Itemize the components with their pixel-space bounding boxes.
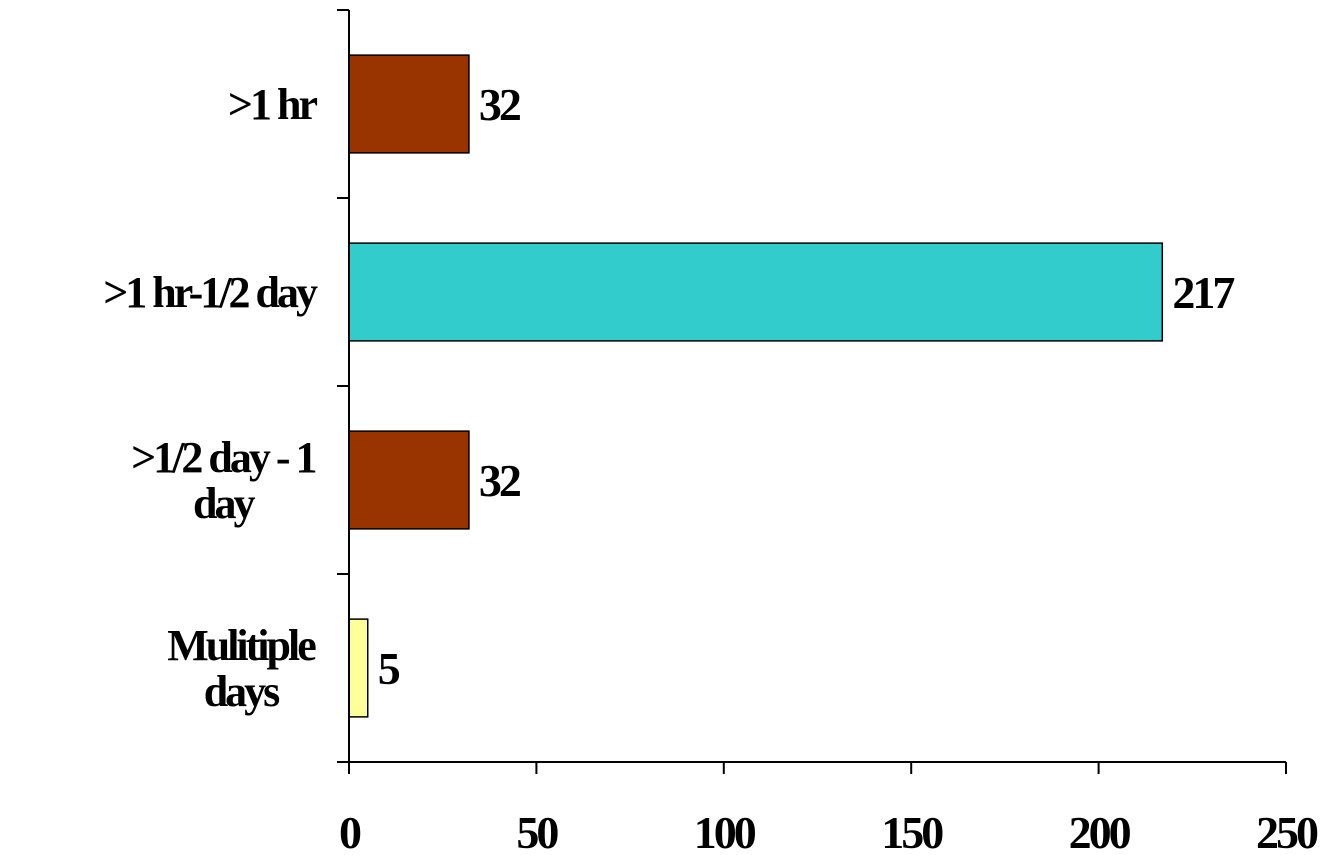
bar-4 (348, 618, 369, 718)
value-label-1: 32 (479, 79, 521, 130)
x-tick-label-3: 150 (881, 807, 943, 855)
x-tick-label-5: 250 (1256, 807, 1318, 855)
value-label-3: 32 (479, 455, 521, 506)
value-labels-group: 32 217 32 5 (378, 79, 1238, 694)
y-ticks-group (337, 9, 349, 763)
value-label-2: 217 (1172, 267, 1234, 318)
value-label-4: 5 (378, 643, 400, 694)
x-tick-label-4: 200 (1069, 807, 1131, 855)
category-label-3-line-1: >1/2 day - 1 (131, 433, 315, 482)
bar-1 (348, 54, 470, 154)
bar-2 (348, 242, 1164, 342)
bars-group (348, 54, 1164, 718)
bar-3 (348, 430, 470, 530)
category-label-2: >1 hr-1/2 day (103, 268, 318, 317)
x-tick-label-0: 0 (339, 807, 361, 855)
category-label-1: >1 hr (228, 80, 318, 129)
category-label-4-line-1: Mulitiple (167, 621, 316, 670)
x-tick-label-1: 50 (516, 807, 558, 855)
x-ticks-group: 0 50 100 150 200 250 (339, 762, 1321, 855)
x-tick-label-2: 100 (694, 807, 756, 855)
category-label-4-line-2: days (204, 667, 280, 716)
category-label-3-line-2: day (193, 479, 255, 528)
